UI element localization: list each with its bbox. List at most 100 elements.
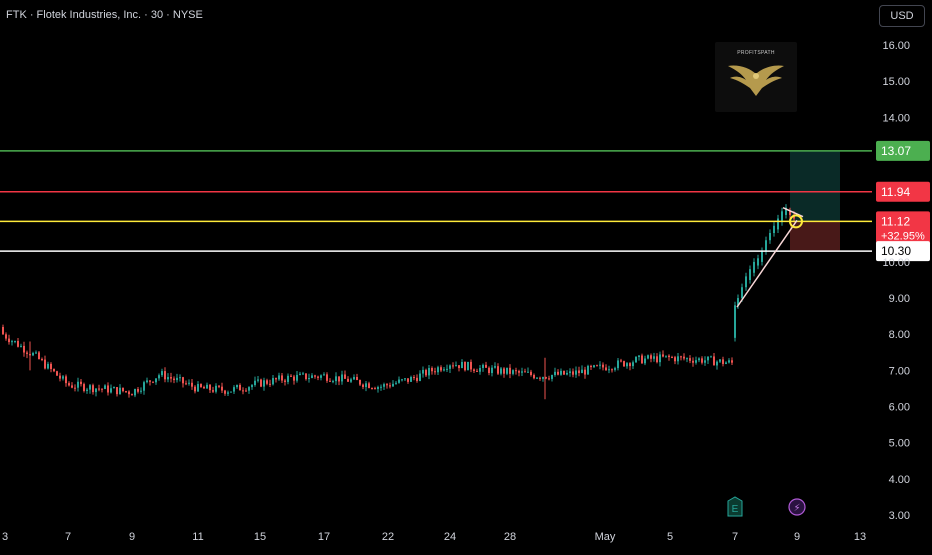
x-tick-label: 24 xyxy=(444,531,456,543)
candle xyxy=(14,340,16,344)
x-tick-label: 15 xyxy=(254,531,266,543)
candle xyxy=(704,356,706,366)
candle xyxy=(605,364,607,371)
candle xyxy=(350,377,352,384)
earnings-icon[interactable]: E xyxy=(727,496,743,517)
x-tick-label: 13 xyxy=(854,531,866,543)
candle xyxy=(641,353,643,364)
candle xyxy=(614,366,616,372)
price-tag-stop: 11.94 xyxy=(876,181,930,202)
candle xyxy=(77,377,79,392)
candle xyxy=(626,361,628,369)
candle xyxy=(35,350,37,355)
candle xyxy=(335,372,337,385)
candle xyxy=(338,376,340,386)
candle xyxy=(515,367,517,375)
candle xyxy=(596,364,598,367)
candle xyxy=(662,350,664,358)
candle xyxy=(745,272,747,291)
candle xyxy=(11,339,13,346)
candle xyxy=(65,374,67,387)
candle xyxy=(713,353,715,366)
candle xyxy=(431,366,433,375)
candle xyxy=(452,362,454,369)
candle xyxy=(221,382,223,394)
candle xyxy=(137,386,139,394)
profit-zone[interactable] xyxy=(790,150,840,222)
loss-zone[interactable] xyxy=(790,221,840,252)
candle xyxy=(395,381,397,385)
y-tick-label: 4.00 xyxy=(889,474,910,486)
annotations xyxy=(736,207,804,308)
candle xyxy=(608,365,610,374)
candle xyxy=(482,363,484,372)
resistance-trendline[interactable] xyxy=(782,207,804,218)
candle xyxy=(677,352,679,365)
candle xyxy=(80,378,82,387)
y-tick-label: 7.00 xyxy=(889,365,910,377)
candle xyxy=(44,355,46,370)
candle xyxy=(623,360,625,368)
candle xyxy=(476,368,478,372)
candle xyxy=(602,362,604,371)
candle xyxy=(551,374,553,382)
candle xyxy=(281,373,283,384)
candle xyxy=(272,374,274,386)
candle xyxy=(449,364,451,373)
candle xyxy=(224,389,226,396)
candle xyxy=(95,388,97,397)
candle xyxy=(524,368,526,373)
candle xyxy=(167,373,169,383)
candle xyxy=(104,384,106,390)
highlight-circle[interactable] xyxy=(789,214,803,229)
candle xyxy=(368,381,370,389)
candle xyxy=(143,380,145,395)
candle xyxy=(71,382,73,389)
candle xyxy=(545,376,547,380)
eagle-icon xyxy=(728,65,784,96)
candle xyxy=(128,390,130,398)
candle xyxy=(98,384,100,392)
candle xyxy=(653,352,655,362)
earnings-label: E xyxy=(732,504,739,515)
candle xyxy=(590,364,592,370)
candle xyxy=(683,353,685,361)
candle xyxy=(185,380,187,386)
candle xyxy=(644,355,646,366)
candle xyxy=(464,361,466,372)
candle xyxy=(263,377,265,391)
candle xyxy=(587,364,589,375)
candle xyxy=(563,370,565,376)
candle xyxy=(578,366,580,377)
currency-button[interactable]: USD xyxy=(879,5,925,27)
candle xyxy=(140,387,142,394)
candle xyxy=(443,367,445,372)
dividend-flash-icon[interactable]: ⚡ xyxy=(788,498,806,516)
candle xyxy=(695,356,697,365)
candle xyxy=(461,359,463,369)
candle xyxy=(665,355,667,359)
trendline[interactable] xyxy=(736,219,798,308)
candle xyxy=(668,354,670,361)
candle xyxy=(488,366,490,376)
candle xyxy=(560,368,562,376)
candle xyxy=(197,381,199,393)
candle xyxy=(284,378,286,386)
candle xyxy=(509,364,511,379)
candle xyxy=(320,374,322,381)
candle xyxy=(506,367,508,376)
candle xyxy=(581,365,583,374)
candle xyxy=(659,351,661,367)
candle xyxy=(299,371,301,376)
candle xyxy=(317,375,319,381)
candle xyxy=(398,376,400,384)
candle xyxy=(179,374,181,382)
candle xyxy=(789,207,791,219)
candle xyxy=(692,357,694,367)
position-zone xyxy=(790,150,840,252)
candle xyxy=(323,372,325,376)
candle xyxy=(701,356,703,365)
candle xyxy=(407,378,409,384)
